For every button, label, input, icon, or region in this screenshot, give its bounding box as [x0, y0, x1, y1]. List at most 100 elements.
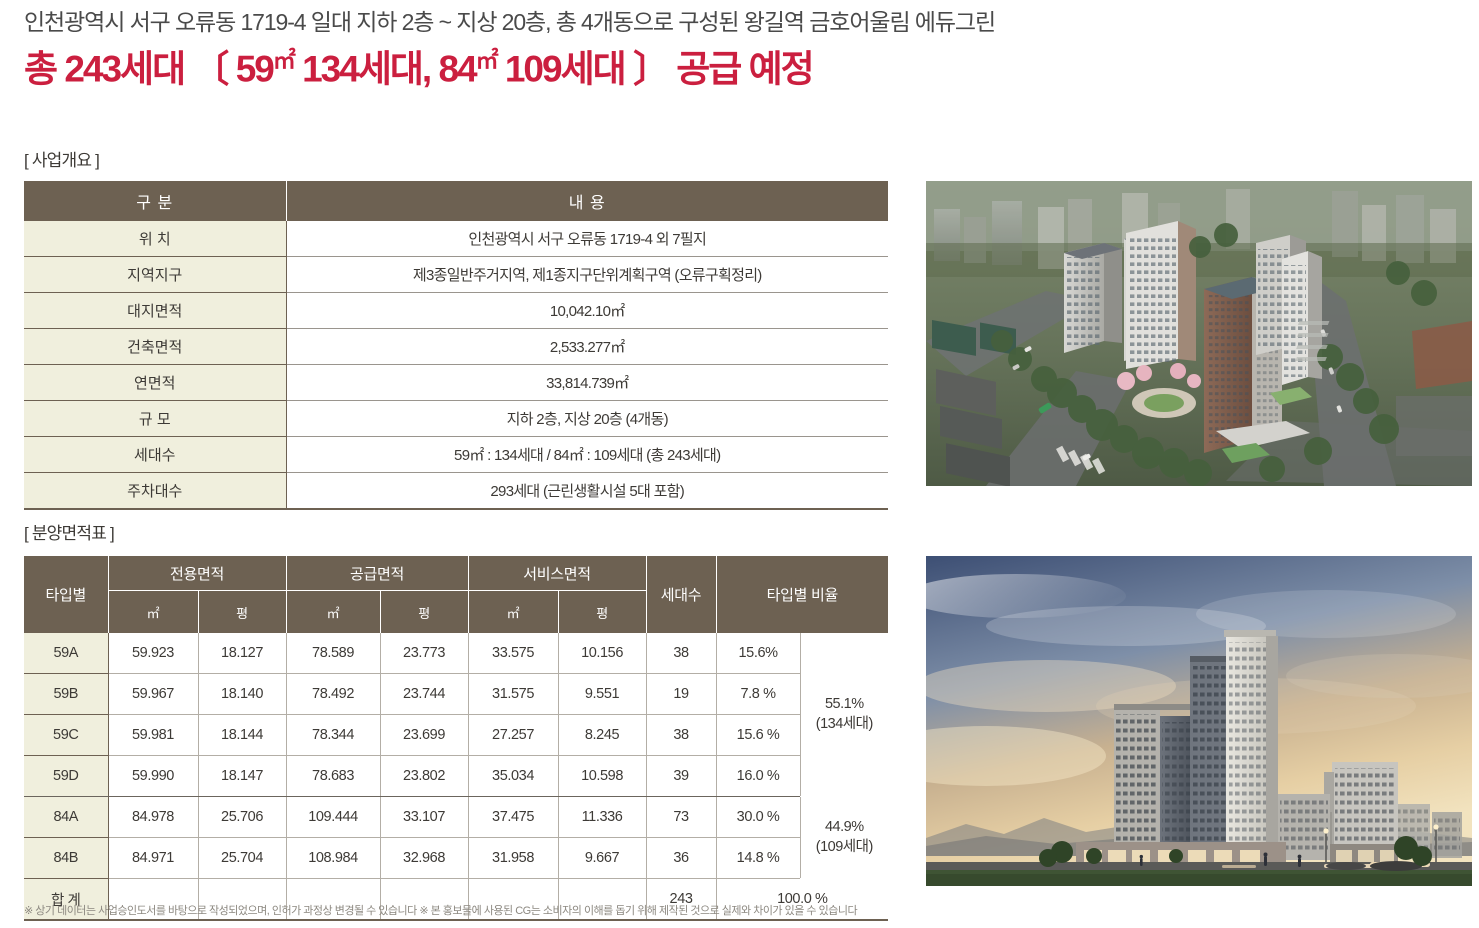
area-cell-units: 38 — [646, 633, 717, 674]
area-cell-type: 59B — [24, 673, 109, 715]
area-total-blank-4 — [380, 878, 469, 921]
title-unit-sqm-2: ㎡ — [475, 46, 499, 73]
area-cell-supply-pyeong: 23.802 — [380, 755, 469, 797]
table-row: 84B 84.971 25.704 108.984 32.968 31.958 … — [24, 837, 888, 879]
area-col-header-service-area: 서비스면적 — [468, 556, 647, 591]
area-cell-supply-sqm: 108.984 — [286, 837, 381, 879]
area-total-blank-2 — [198, 878, 287, 921]
area-cell-exclusive-pyeong: 18.147 — [198, 755, 287, 797]
area-cell-exclusive-sqm: 59.967 — [108, 673, 199, 715]
area-cell-exclusive-pyeong: 18.127 — [198, 633, 287, 674]
area-cell-service-sqm: 33.575 — [468, 633, 559, 674]
area-cell-exclusive-sqm: 59.990 — [108, 755, 199, 797]
area-total-units: 243 — [646, 878, 717, 921]
section-label-area-table: [ 분양면적표 ] — [24, 524, 115, 543]
area-total-blank-5 — [468, 878, 559, 921]
group-ratio-percent: 44.9% — [824, 818, 864, 835]
header-subtitle: 인천광역시 서구 오류동 1719-4 일대 지하 2층 ~ 지상 20층, 총… — [24, 9, 996, 35]
area-cell-type: 59A — [24, 633, 109, 674]
area-cell-service-sqm: 31.575 — [468, 673, 559, 715]
table-row: 59A 59.923 18.127 78.589 23.773 33.575 1… — [24, 633, 889, 797]
overview-header-row: 구 분 내 용 — [24, 181, 888, 221]
table-row: 59B 59.967 18.140 78.492 23.744 31.575 9… — [24, 673, 888, 715]
area-subheader-service-pyeong: 평 — [558, 590, 647, 633]
overview-value-scale: 지하 2층, 지상 20층 (4개동) — [286, 400, 888, 437]
project-overview-table: 구 분 내 용 위 치 인천광역시 서구 오류동 1719-4 외 7필지 지역… — [24, 181, 888, 510]
area-cell-service-pyeong: 10.598 — [558, 755, 647, 797]
area-header-row-2: ㎡ 평 ㎡ 평 ㎡ 평 — [24, 590, 888, 633]
overview-label-total-floor-area: 연면적 — [24, 364, 287, 401]
area-cell-ratio: 15.6 % — [716, 714, 801, 756]
table-row-total: 합 계 243 100.0 % — [24, 878, 889, 921]
area-cell-service-pyeong: 9.667 — [558, 837, 647, 879]
area-cell-supply-sqm: 78.492 — [286, 673, 381, 715]
area-col-header-supply-area: 공급면적 — [286, 556, 469, 591]
page-header: 인천광역시 서구 오류동 1719-4 일대 지하 2층 ~ 지상 20층, 총… — [24, 8, 1224, 91]
area-cell-supply-sqm: 78.683 — [286, 755, 381, 797]
area-cell-units: 39 — [646, 755, 717, 797]
overview-label-parking: 주차대수 — [24, 472, 287, 510]
overview-value-total-floor-area: 33,814.739㎡ — [286, 364, 888, 401]
area-cell-exclusive-pyeong: 18.144 — [198, 714, 287, 756]
area-subheader-supply-pyeong: 평 — [380, 590, 469, 633]
area-cell-service-sqm: 37.475 — [468, 796, 559, 838]
header-title: 총 243세대 〔 59㎡ 134세대, 84㎡ 109세대 〕 공급 예정 — [24, 47, 1224, 91]
table-row: 건축면적 2,533.277㎡ — [24, 328, 888, 365]
area-cell-ratio: 7.8 % — [716, 673, 801, 715]
area-cell-type: 84B — [24, 837, 109, 879]
area-cell-supply-sqm: 109.444 — [286, 796, 381, 838]
area-col-header-exclusive-area: 전용면적 — [108, 556, 287, 591]
area-cell-ratio: 14.8 % — [716, 837, 801, 879]
table-row: 59D 59.990 18.147 78.683 23.802 35.034 1… — [24, 755, 888, 797]
overview-table-head: 구 분 내 용 — [24, 181, 888, 221]
aerial-complex-cg-image — [926, 181, 1472, 486]
table-row: 59C 59.981 18.144 78.344 23.699 27.257 8… — [24, 714, 888, 756]
overview-value-household-count: 59㎡ : 134세대 / 84㎡ : 109세대 (총 243세대) — [286, 436, 888, 473]
table-row: 세대수 59㎡ : 134세대 / 84㎡ : 109세대 (총 243세대) — [24, 436, 888, 473]
area-cell-service-sqm: 35.034 — [468, 755, 559, 797]
area-col-header-type-ratio: 타입별 비율 — [716, 556, 889, 633]
title-part-3: 109세대 〕 공급 예정 — [496, 48, 815, 90]
area-cell-ratio: 15.6% — [716, 633, 801, 674]
overview-value-location: 인천광역시 서구 오류동 1719-4 외 7필지 — [286, 221, 888, 257]
area-subheader-supply-sqm: ㎡ — [286, 590, 381, 633]
area-cell-exclusive-pyeong: 18.140 — [198, 673, 287, 715]
table-row: 대지면적 10,042.10㎡ — [24, 292, 888, 329]
overview-value-building-area: 2,533.277㎡ — [286, 328, 888, 365]
area-cell-service-sqm: 27.257 — [468, 714, 559, 756]
area-total-label: 합 계 — [24, 878, 109, 921]
table-row: 연면적 33,814.739㎡ — [24, 364, 888, 401]
title-unit-sqm-1: ㎡ — [272, 46, 296, 73]
area-cell-service-pyeong: 10.156 — [558, 633, 647, 674]
table-row: 위 치 인천광역시 서구 오류동 1719-4 외 7필지 — [24, 221, 888, 257]
overview-label-zoning: 지역지구 — [24, 256, 287, 293]
overview-col-header-content: 내 용 — [568, 195, 606, 212]
area-cell-supply-pyeong: 32.968 — [380, 837, 469, 879]
area-cell-supply-pyeong: 33.107 — [380, 796, 469, 838]
area-cell-units: 19 — [646, 673, 717, 715]
area-cell-supply-pyeong: 23.744 — [380, 673, 469, 715]
area-subheader-exclusive-pyeong: 평 — [198, 590, 287, 633]
group-ratio-count: (134세대) — [815, 715, 874, 732]
table-row: 주차대수 293세대 (근린생활시설 5대 포함) — [24, 472, 888, 510]
overview-value-zoning: 제3종일반주거지역, 제1종지구단위계획구역 (오류구획정리) — [286, 256, 888, 293]
area-col-header-units: 세대수 — [646, 556, 717, 633]
area-table-body: 59A 59.923 18.127 78.589 23.773 33.575 1… — [24, 633, 889, 921]
area-cell-type: 59C — [24, 714, 109, 756]
area-cell-exclusive-pyeong: 25.704 — [198, 837, 287, 879]
overview-value-parking: 293세대 (근린생활시설 5대 포함) — [286, 472, 888, 510]
area-cell-exclusive-pyeong: 25.706 — [198, 796, 287, 838]
area-table-head: 타입별 전용면적 공급면적 서비스면적 세대수 타입별 비율 ㎡ 평 ㎡ 평 ㎡… — [24, 556, 889, 633]
area-cell-exclusive-sqm: 59.923 — [108, 633, 199, 674]
title-part-1: 총 243세대 〔 59 — [24, 48, 275, 90]
area-total-blank-6 — [558, 878, 647, 921]
disclaimer-footnote: ※ 상기 데이터는 사업승인도서를 바탕으로 작성되었으며, 인허가 과정상 변… — [24, 905, 858, 917]
overview-label-scale: 규 모 — [24, 400, 287, 437]
area-cell-units: 36 — [646, 837, 717, 879]
area-cell-type: 84A — [24, 796, 109, 838]
area-subheader-service-sqm: ㎡ — [468, 590, 559, 633]
unit-area-table: 타입별 전용면적 공급면적 서비스면적 세대수 타입별 비율 ㎡ 평 ㎡ 평 ㎡… — [24, 556, 889, 921]
overview-col-header-division: 구 분 — [24, 181, 287, 221]
area-cell-supply-pyeong: 23.773 — [380, 633, 469, 674]
area-total-blank-1 — [108, 878, 199, 921]
